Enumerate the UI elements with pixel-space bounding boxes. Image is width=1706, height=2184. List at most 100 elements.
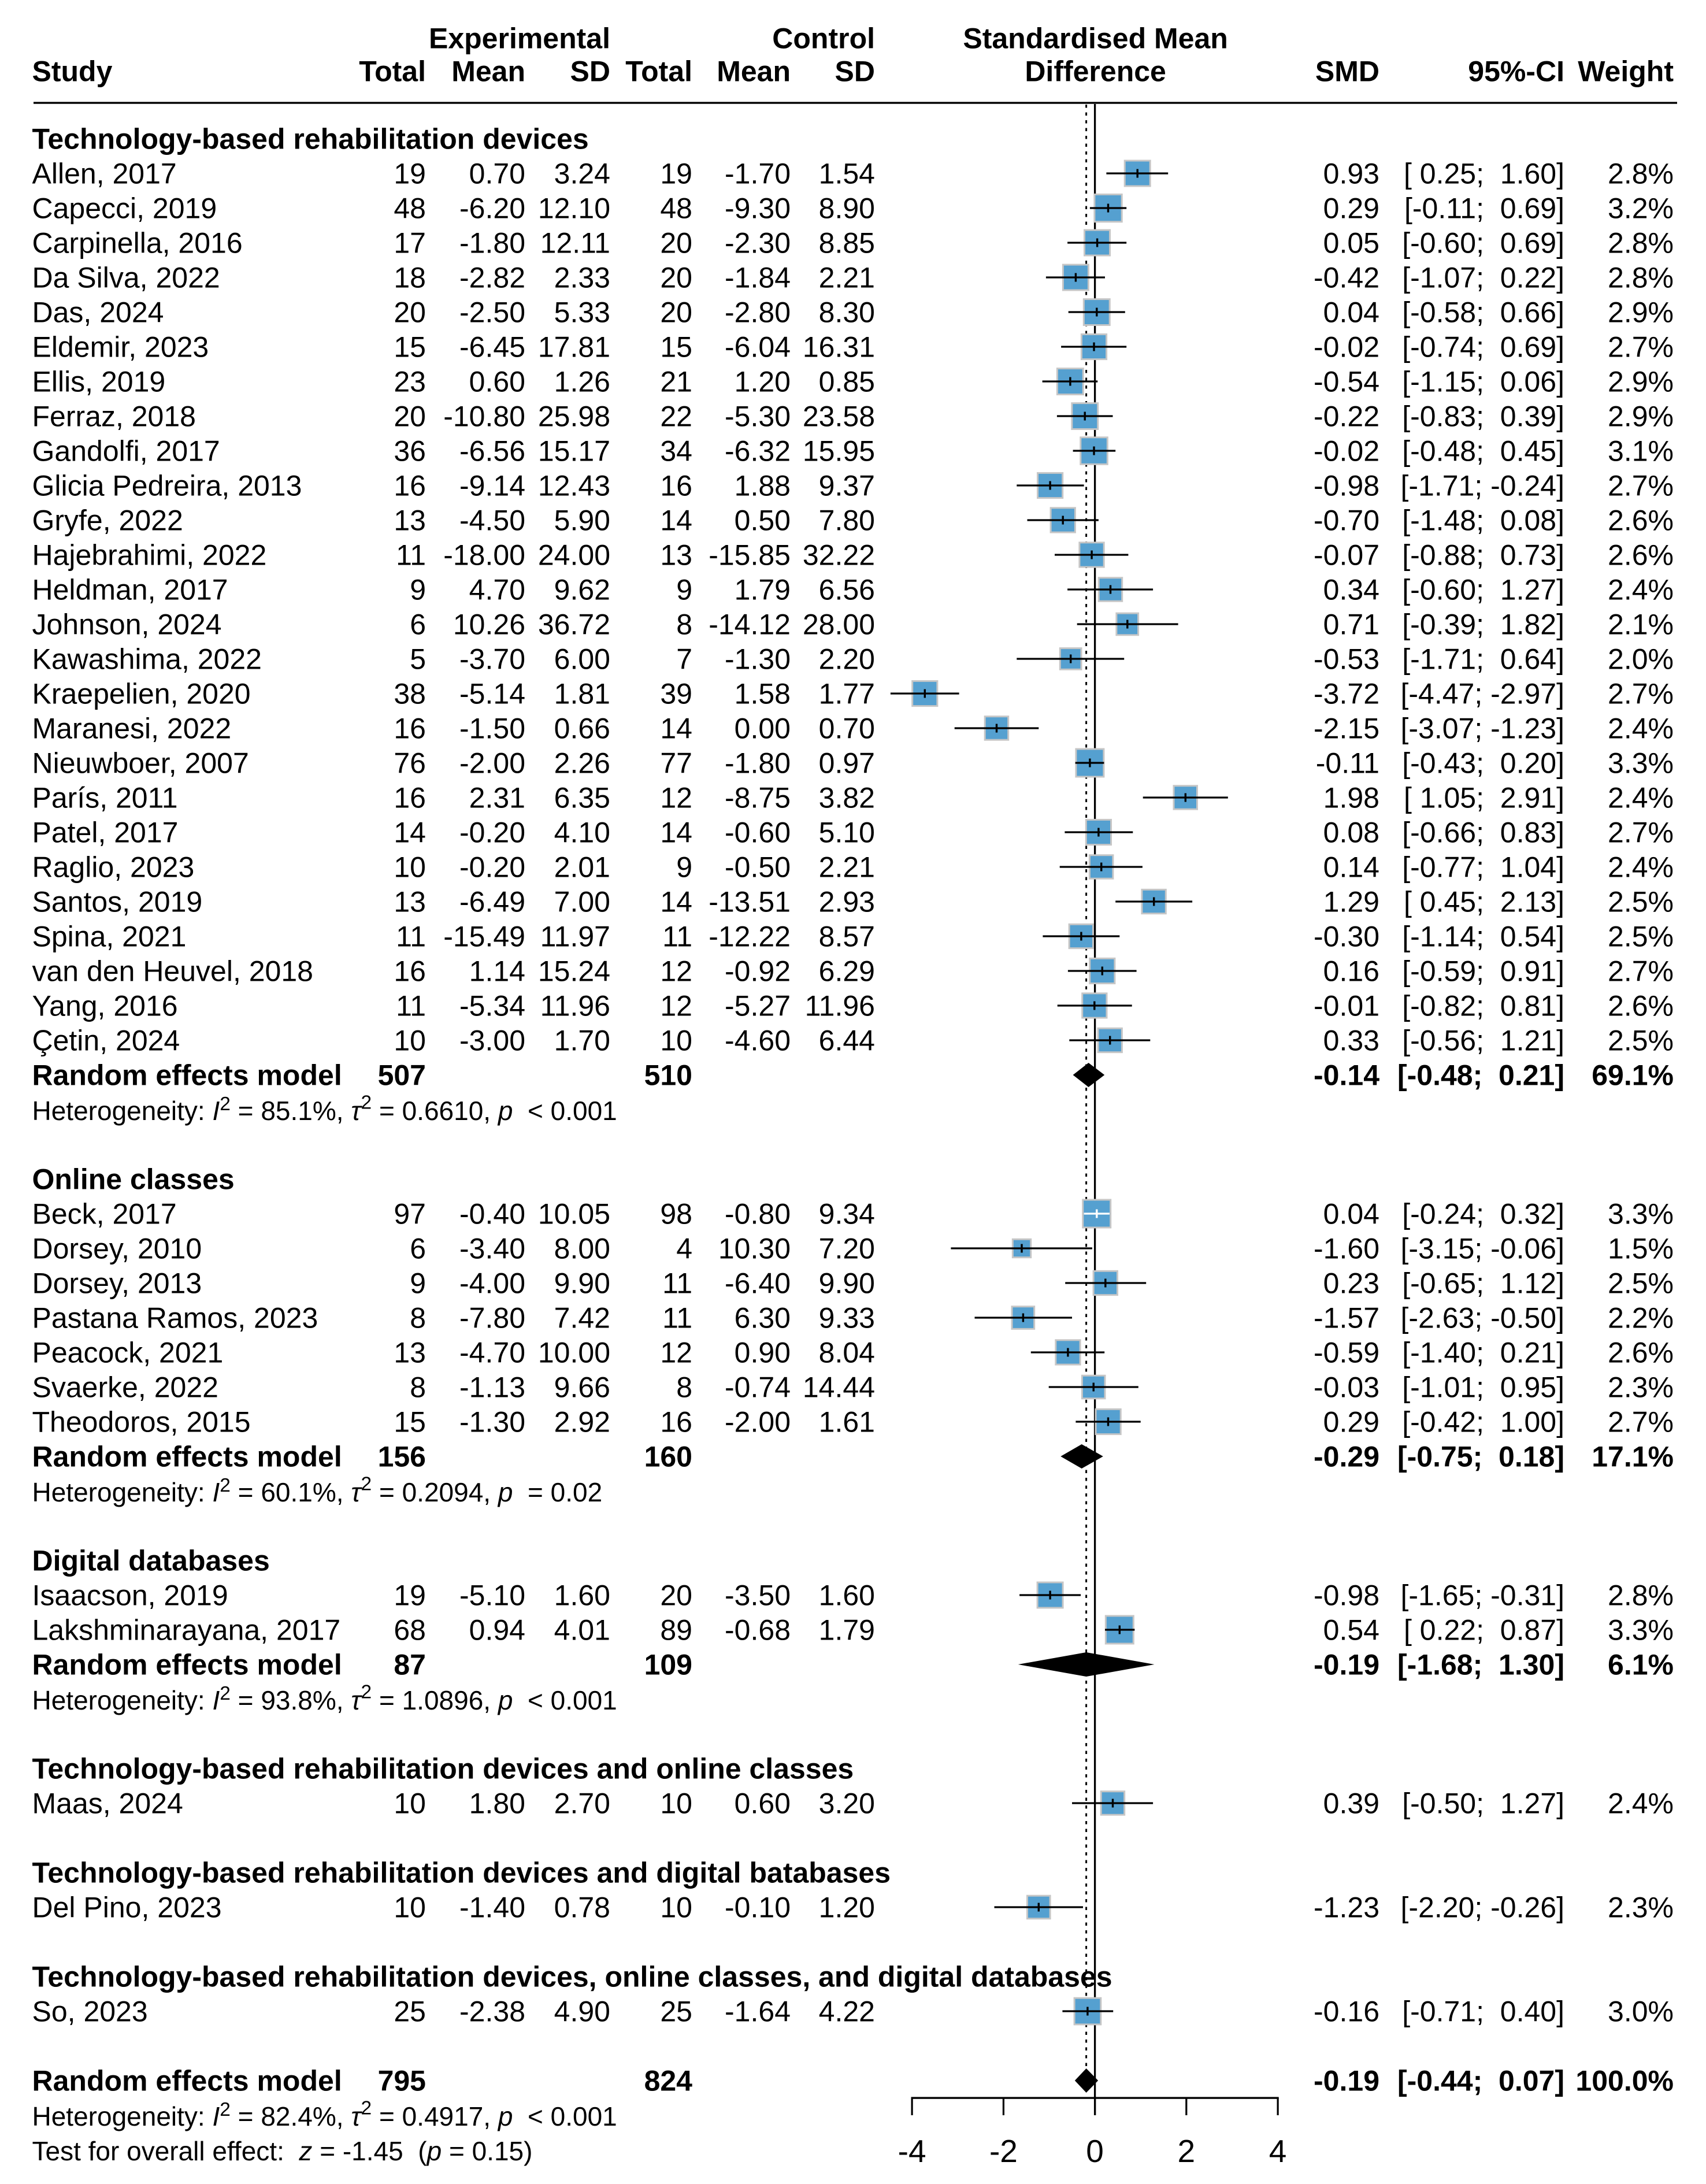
svg-text:Technology-based rehabilitatio: Technology-based rehabilitation devices … bbox=[32, 1753, 854, 1785]
svg-text:[-3.15; -0.06]: [-3.15; -0.06] bbox=[1401, 1233, 1565, 1265]
svg-text:Heterogeneity: I2 = 93.8%, τ2: Heterogeneity: I2 = 93.8%, τ2 = 1.0896, … bbox=[32, 1682, 617, 1716]
svg-text:12: 12 bbox=[660, 782, 692, 814]
svg-text:20: 20 bbox=[660, 1579, 692, 1612]
svg-text:Mean: Mean bbox=[451, 55, 525, 88]
svg-text:0.97: 0.97 bbox=[819, 747, 875, 780]
svg-text:2.33: 2.33 bbox=[554, 262, 610, 294]
svg-text:6.00: 6.00 bbox=[554, 643, 610, 676]
svg-text:-1.80: -1.80 bbox=[459, 227, 525, 259]
svg-text:1.60: 1.60 bbox=[819, 1579, 875, 1612]
svg-text:-10.80: -10.80 bbox=[443, 401, 525, 433]
svg-text:6.1%: 6.1% bbox=[1608, 1649, 1674, 1681]
svg-text:95%-CI: 95%-CI bbox=[1468, 55, 1564, 88]
svg-text:0.08: 0.08 bbox=[1323, 817, 1379, 849]
svg-text:2.6%: 2.6% bbox=[1608, 539, 1674, 572]
svg-text:2.20: 2.20 bbox=[819, 643, 875, 676]
svg-text:Technology-based rehabilitatio: Technology-based rehabilitation devices bbox=[32, 123, 589, 155]
svg-text:19: 19 bbox=[394, 1579, 426, 1612]
svg-text:4: 4 bbox=[1269, 2133, 1287, 2169]
svg-text:-0.98: -0.98 bbox=[1314, 1579, 1379, 1612]
svg-text:14: 14 bbox=[394, 817, 426, 849]
svg-text:10: 10 bbox=[394, 1788, 426, 1820]
svg-text:2.4%: 2.4% bbox=[1608, 782, 1674, 814]
svg-text:[-0.44; 0.07]: [-0.44; 0.07] bbox=[1397, 2065, 1564, 2097]
svg-text:[-0.59; 0.91]: [-0.59; 0.91] bbox=[1402, 955, 1564, 988]
svg-text:13: 13 bbox=[394, 886, 426, 918]
svg-text:12.11: 12.11 bbox=[540, 227, 610, 259]
svg-text:1.79: 1.79 bbox=[735, 574, 791, 606]
svg-text:6.30: 6.30 bbox=[735, 1302, 791, 1334]
svg-text:48: 48 bbox=[660, 192, 692, 225]
svg-text:13: 13 bbox=[394, 1337, 426, 1369]
svg-text:3.3%: 3.3% bbox=[1608, 1614, 1674, 1647]
svg-text:76: 76 bbox=[394, 747, 426, 780]
svg-text:9.90: 9.90 bbox=[819, 1267, 875, 1300]
svg-text:22: 22 bbox=[660, 401, 692, 433]
svg-text:0.93: 0.93 bbox=[1323, 158, 1379, 190]
svg-text:Hajebrahimi, 2022: Hajebrahimi, 2022 bbox=[32, 539, 267, 572]
svg-text:Kawashima, 2022: Kawashima, 2022 bbox=[32, 643, 262, 676]
svg-text:-0.70: -0.70 bbox=[1314, 505, 1379, 537]
svg-text:11.96: 11.96 bbox=[805, 990, 875, 1022]
svg-text:-12.22: -12.22 bbox=[709, 921, 791, 953]
svg-text:Peacock, 2021: Peacock, 2021 bbox=[32, 1337, 224, 1369]
svg-text:-3.72: -3.72 bbox=[1314, 678, 1379, 710]
svg-text:2.8%: 2.8% bbox=[1608, 227, 1674, 259]
svg-text:[-0.56; 1.21]: [-0.56; 1.21] bbox=[1402, 1025, 1564, 1057]
svg-text:0.50: 0.50 bbox=[735, 505, 791, 537]
svg-text:-0.10: -0.10 bbox=[725, 1892, 791, 1924]
svg-text:-9.14: -9.14 bbox=[459, 470, 525, 502]
svg-text:-4.70: -4.70 bbox=[459, 1337, 525, 1369]
svg-text:77: 77 bbox=[660, 747, 692, 780]
svg-text:-4.00: -4.00 bbox=[459, 1267, 525, 1300]
svg-text:-2: -2 bbox=[989, 2133, 1018, 2169]
svg-text:1.58: 1.58 bbox=[735, 678, 791, 710]
svg-text:1.20: 1.20 bbox=[735, 366, 791, 398]
svg-text:[-1.01; 0.95]: [-1.01; 0.95] bbox=[1402, 1371, 1564, 1404]
svg-text:-2.80: -2.80 bbox=[725, 296, 791, 329]
svg-text:2.9%: 2.9% bbox=[1608, 296, 1674, 329]
svg-text:-6.56: -6.56 bbox=[459, 435, 525, 468]
svg-text:[-1.71; 0.64]: [-1.71; 0.64] bbox=[1402, 643, 1564, 676]
svg-text:23.58: 23.58 bbox=[803, 401, 875, 433]
svg-text:0: 0 bbox=[1086, 2133, 1104, 2169]
svg-text:24.00: 24.00 bbox=[538, 539, 610, 572]
svg-text:0.04: 0.04 bbox=[1323, 296, 1379, 329]
svg-text:3.3%: 3.3% bbox=[1608, 747, 1674, 780]
svg-text:Nieuwboer, 2007: Nieuwboer, 2007 bbox=[32, 747, 249, 780]
svg-text:Beck, 2017: Beck, 2017 bbox=[32, 1198, 177, 1230]
svg-text:2.2%: 2.2% bbox=[1608, 1302, 1674, 1334]
svg-text:4.01: 4.01 bbox=[554, 1614, 610, 1647]
svg-text:6: 6 bbox=[410, 609, 426, 641]
svg-text:8: 8 bbox=[676, 1371, 692, 1404]
svg-text:-6.32: -6.32 bbox=[725, 435, 791, 468]
svg-text:5.33: 5.33 bbox=[554, 296, 610, 329]
svg-text:2.3%: 2.3% bbox=[1608, 1371, 1674, 1404]
svg-text:17.1%: 17.1% bbox=[1592, 1441, 1674, 1473]
svg-text:89: 89 bbox=[660, 1614, 692, 1647]
svg-text:14.44: 14.44 bbox=[803, 1371, 875, 1404]
svg-text:Technology-based rehabilitatio: Technology-based rehabilitation devices … bbox=[32, 1857, 891, 1889]
svg-text:-4.60: -4.60 bbox=[725, 1025, 791, 1057]
svg-text:25: 25 bbox=[394, 1996, 426, 2028]
svg-text:6.35: 6.35 bbox=[554, 782, 610, 814]
svg-text:97: 97 bbox=[394, 1198, 426, 1230]
svg-text:-8.75: -8.75 bbox=[725, 782, 791, 814]
svg-text:SD: SD bbox=[570, 55, 610, 88]
svg-text:4: 4 bbox=[676, 1233, 692, 1265]
svg-text:-1.84: -1.84 bbox=[725, 262, 791, 294]
svg-text:0.85: 0.85 bbox=[819, 366, 875, 398]
svg-text:-0.92: -0.92 bbox=[725, 955, 791, 988]
svg-text:6.29: 6.29 bbox=[819, 955, 875, 988]
svg-text:2.8%: 2.8% bbox=[1608, 262, 1674, 294]
svg-text:-15.49: -15.49 bbox=[443, 921, 525, 953]
svg-text:1.70: 1.70 bbox=[554, 1025, 610, 1057]
svg-text:87: 87 bbox=[394, 1649, 426, 1681]
svg-text:-1.40: -1.40 bbox=[459, 1892, 525, 1924]
svg-text:-2.38: -2.38 bbox=[459, 1996, 525, 2028]
svg-text:16: 16 bbox=[394, 782, 426, 814]
svg-text:8: 8 bbox=[676, 609, 692, 641]
svg-text:10.05: 10.05 bbox=[538, 1198, 610, 1230]
svg-text:11: 11 bbox=[662, 921, 692, 953]
svg-text:20: 20 bbox=[394, 296, 426, 329]
